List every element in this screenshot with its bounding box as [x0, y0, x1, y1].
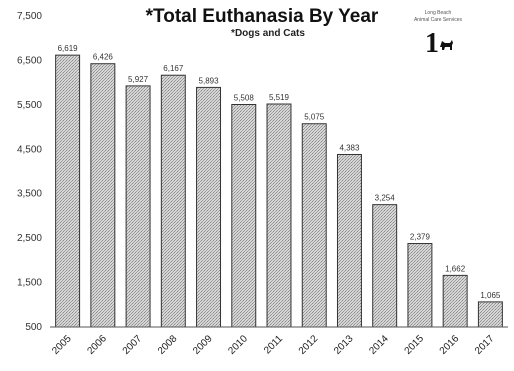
bars [55, 54, 503, 328]
x-tick-label-2011: 2011 [262, 333, 285, 356]
x-tick-label-2007: 2007 [121, 333, 145, 357]
data-label-2012: 5,075 [304, 113, 325, 122]
x-tick-label-2012: 2012 [297, 333, 321, 357]
x-tick-label-2005: 2005 [50, 333, 74, 357]
x-tick-label-2006: 2006 [85, 333, 109, 357]
dog-silhouette-icon [440, 40, 453, 50]
data-label-2013: 4,383 [339, 143, 360, 152]
y-tick-label: 5,500 [17, 100, 42, 111]
bar-2005 [55, 54, 81, 328]
y-axis: 500 1,500 2,500 3,500 4,500 5,500 6,500 7,500 [17, 11, 42, 333]
chart-title: *Total Euthanasia By Year [146, 6, 379, 27]
bar-2006 [90, 63, 116, 328]
data-label-2011: 5,519 [269, 93, 290, 102]
bar-2017 [477, 301, 503, 328]
bar-2014 [372, 204, 398, 328]
y-tick-label: 1,500 [17, 278, 42, 289]
logo: Long Beach Animal Care Services 1 [414, 10, 463, 59]
x-tick-label-2016: 2016 [438, 333, 462, 357]
bar-2016 [442, 274, 468, 328]
data-label-2005: 6,619 [58, 44, 79, 53]
data-label-2010: 5,508 [234, 94, 255, 103]
data-label-2006: 6,426 [93, 53, 114, 62]
y-tick-label: 500 [25, 322, 42, 333]
bar-2008 [160, 74, 186, 328]
y-tick-label: 2,500 [17, 233, 42, 244]
x-tick-label-2013: 2013 [332, 333, 356, 357]
logo-numeral: 1 [425, 28, 439, 59]
bar-2011 [266, 103, 292, 328]
x-tick-label-2010: 2010 [226, 333, 250, 357]
data-label-2008: 6,167 [163, 64, 184, 73]
bar-2010 [231, 104, 257, 328]
bar-2015 [407, 243, 433, 328]
x-tick-label-2008: 2008 [156, 333, 180, 357]
y-tick-label: 7,500 [17, 11, 42, 22]
bar-2012 [301, 123, 327, 328]
bar-2007 [125, 85, 151, 328]
x-tick-label-2015: 2015 [403, 333, 427, 357]
y-tick-label: 3,500 [17, 189, 42, 200]
y-tick-label: 6,500 [17, 55, 42, 66]
bar-2009 [196, 86, 222, 328]
bar-2013 [336, 153, 362, 328]
chart-subtitle: *Dogs and Cats [231, 28, 305, 39]
logo-line1: Long Beach [425, 10, 452, 16]
data-label-2015: 2,379 [410, 233, 431, 242]
x-tick-label-2017: 2017 [473, 333, 497, 357]
data-label-2007: 5,927 [128, 75, 149, 84]
data-labels: 6,619 6,426 5,927 6,167 5,893 5,508 5,519 5,075… [58, 44, 501, 300]
data-label-2017: 1,065 [480, 291, 501, 300]
x-tick-label-2014: 2014 [367, 333, 391, 357]
data-label-2014: 3,254 [375, 194, 396, 203]
y-tick-label: 4,500 [17, 144, 42, 155]
data-label-2009: 5,893 [199, 76, 220, 85]
x-tick-label-2009: 2009 [191, 333, 215, 357]
data-label-2016: 1,662 [445, 264, 466, 273]
x-axis: 2005 2006 2007 2008 2009 2010 2011 2012 2013 2014… [50, 326, 508, 357]
logo-line2: Animal Care Services [414, 17, 463, 23]
